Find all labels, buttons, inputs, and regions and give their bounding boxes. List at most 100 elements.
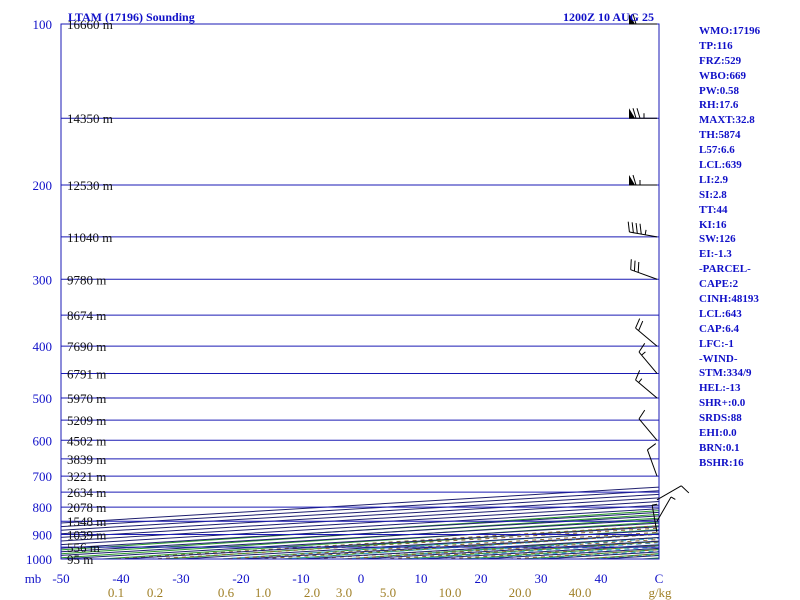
sounding-index-item: SHR+:0.0 [699,397,746,410]
temperature-tick-label: 0 [358,571,365,586]
temperature-tick-label: -30 [172,571,189,586]
isotherm [61,493,659,531]
wind-barb [646,443,658,477]
pressure-tick-label: 100 [33,17,53,32]
isotherm [61,511,659,549]
isotherm [61,486,659,524]
wind-barb [656,496,676,522]
height-label: 2634 m [67,485,106,500]
dry-adiabat [154,525,659,559]
pressure-tick-label: 400 [33,339,53,354]
height-label: 5209 m [67,413,106,428]
dry-adiabat [214,529,659,559]
mixing-ratio-line [144,527,659,559]
pressure-tick-label: 600 [33,433,53,448]
sounding-index-item: SW:126 [699,233,736,246]
wind-barb-feather [633,260,636,272]
sounding-index-item: PW:0.58 [699,84,740,97]
wind-barb-staff [646,449,658,477]
height-label: 14350 m [67,111,113,126]
temperature-tick-label: -50 [52,571,69,586]
wind-barb-feather [632,108,637,119]
height-label: 556 m [67,540,100,555]
mixing-ratio-tick-label: 1.0 [255,585,271,600]
mixing-ratio-tick-label: 0.2 [147,585,163,600]
height-label: 1548 m [67,514,106,529]
wind-barb-staff [635,379,658,399]
height-label: 7690 m [67,339,106,354]
wind-barb-feather [638,343,646,353]
wind-barb-feather [635,370,641,381]
wind-barb-staff [629,231,658,238]
dry-adiabat [274,532,659,559]
wind-barb-feather [627,221,630,233]
height-label: 5970 m [67,391,106,406]
height-label: 9780 m [67,272,106,287]
mixing-ratio-tick-label: 10.0 [439,585,462,600]
wind-barb [638,409,658,441]
valid-time: 1200Z 10 AUG 25 [563,10,654,24]
wind-barb-staff [638,418,658,441]
sounding-index-item: EHI:0.0 [699,427,737,440]
mixing-ratio-unit-label: g/kg [648,585,672,600]
pressure-tick-label: 700 [33,469,53,484]
isotherm [61,490,659,528]
sounding-index-item: -PARCEL- [699,263,751,276]
dry-adiabat [541,24,800,570]
wind-barb-pennant [629,108,635,119]
temperature-tick-label: -20 [232,571,249,586]
wind-barb [629,13,657,25]
wind-barb-feather [638,320,644,331]
wind-barb-feather [637,261,640,273]
wind-barb [651,503,658,533]
wind-barb [635,318,658,347]
plot-frame [60,23,660,560]
sounding-indices: WMO:17196 TP:116 FRZ:529 WBO:669 PW:0.58 RH:1… [699,24,760,471]
wind-barb [638,343,658,374]
mixing-ratio-tick-label: 3.0 [336,585,352,600]
temperature-tick-label: 30 [535,571,548,586]
wind-barb-feather [635,222,638,234]
height-label: 1039 m [67,528,106,543]
pressure-tick-label: 200 [33,178,53,193]
sounding-index-item: CAP:6.4 [699,322,740,335]
pressure-tick-label: 800 [33,500,53,515]
wind-barb-feather [632,174,637,186]
sounding-index-item: LI:2.9 [699,173,729,186]
wind-barb-half-feather [638,378,643,383]
height-label: 4502 m [67,433,106,448]
chart-title: LTAM (17196) Sounding [68,10,195,24]
wind-barb [630,259,658,280]
pressure-tick-label: 900 [33,528,53,543]
isotherm [61,501,659,538]
height-label: 3221 m [67,469,106,484]
height-label: 3839 m [67,452,106,467]
height-label: 12530 m [67,178,113,193]
dry-adiabat [61,510,659,551]
mixing-ratio-tick-label: 0.6 [218,585,235,600]
sounding-index-item: WBO:669 [699,69,747,82]
wind-barb [629,108,657,119]
sounding-index-item: MAXT:32.8 [699,114,755,127]
sounding-index-item: SRDS:88 [699,412,742,425]
sounding-index-item: CAPE:2 [699,278,739,291]
sounding-index-item: BSHR:16 [699,456,744,469]
wind-barb [629,174,657,186]
wind-barb-feather [638,409,646,420]
moist-adiabat [276,533,659,559]
isotherm [61,508,659,546]
wind-barb-staff [656,485,682,501]
wind-barb-staff [651,505,658,533]
isotherm [61,497,659,535]
sounding-index-item: TP:116 [699,39,733,52]
pressure-unit-label: mb [25,571,42,586]
sounding-index-item: LCL:643 [699,307,742,320]
sounding-index-item: BRN:0.1 [699,441,740,454]
sounding-index-item: FRZ:529 [699,54,742,67]
mixing-ratio-tick-label: 2.0 [304,585,320,600]
grid-lines [61,24,800,570]
temperature-tick-label: 40 [595,571,608,586]
wind-barb [635,370,658,399]
